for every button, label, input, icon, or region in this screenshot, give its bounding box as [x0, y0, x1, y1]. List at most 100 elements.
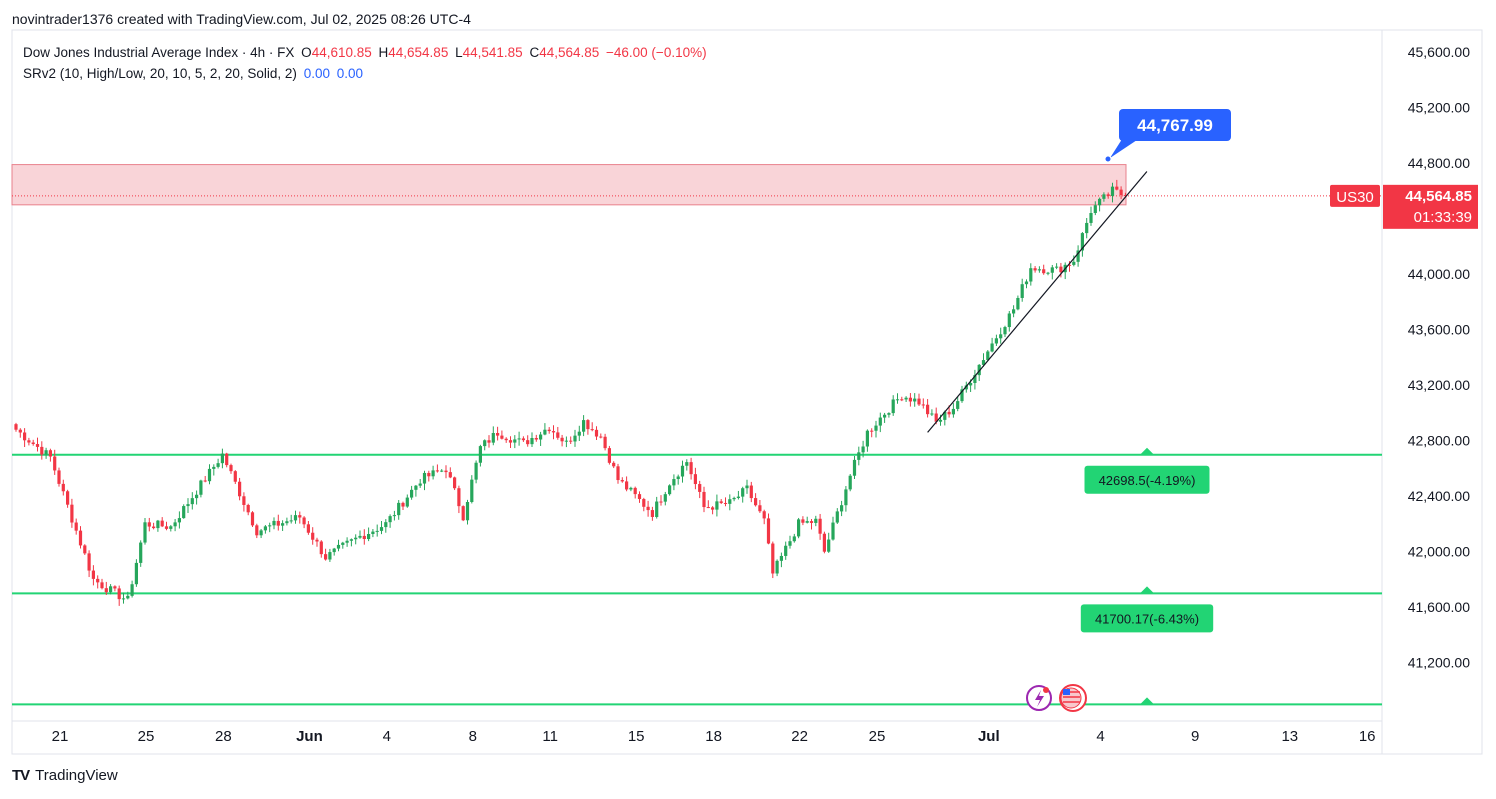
- candle-body: [547, 429, 551, 432]
- candle-body: [642, 499, 646, 507]
- candle-body: [964, 385, 968, 390]
- candle-body: [143, 522, 147, 543]
- tradingview-logo-icon: TV: [12, 767, 30, 784]
- candle-body: [723, 502, 728, 504]
- candle-body: [1012, 309, 1016, 314]
- candle-body: [349, 539, 353, 541]
- candle-body: [388, 516, 392, 523]
- x-tick-label: 8: [469, 728, 477, 745]
- candle-body: [470, 479, 474, 503]
- candle-body: [577, 431, 581, 436]
- callout-pointer: [1110, 136, 1140, 158]
- candle-body: [1016, 297, 1020, 310]
- callout-anchor-dot: [1104, 155, 1112, 163]
- x-tick-label: 13: [1281, 728, 1298, 745]
- x-tick-label: Jun: [296, 728, 323, 745]
- candle-body: [465, 502, 470, 521]
- candle-body: [861, 446, 865, 453]
- candle-body: [203, 480, 207, 482]
- candle-body: [414, 485, 418, 490]
- candle-body: [341, 542, 345, 545]
- candle-body: [195, 494, 199, 499]
- candles: [12, 179, 1382, 606]
- candle-body: [324, 554, 328, 560]
- symbol-title[interactable]: Dow Jones Industrial Average Index · 4h …: [23, 45, 295, 60]
- candle-body: [693, 474, 697, 485]
- x-tick-label: 4: [383, 728, 391, 745]
- candle-body: [1059, 266, 1063, 273]
- candle-body: [358, 535, 362, 538]
- candle-body: [1123, 195, 1127, 197]
- candle-body: [904, 397, 908, 400]
- candle-body: [453, 477, 457, 489]
- x-tick-label: 16: [1359, 728, 1376, 745]
- candle-body: [461, 506, 465, 521]
- callout-box[interactable]: [1119, 109, 1231, 141]
- candle-body: [629, 487, 633, 490]
- candle-body: [685, 462, 689, 466]
- candle-body: [27, 440, 31, 443]
- candle-body: [1020, 284, 1024, 298]
- event-icons[interactable]: [1026, 684, 1087, 712]
- time-axis[interactable]: 21 25 28 Jun 4 8 11 15 18 22 25 Jul 4 9 13 16: [52, 728, 1376, 745]
- candle-body: [225, 453, 229, 466]
- trendline-line[interactable]: [927, 171, 1148, 433]
- trendline[interactable]: [927, 171, 1148, 433]
- candle-body: [586, 420, 590, 430]
- candle-body: [457, 488, 461, 507]
- candle-body: [655, 501, 659, 517]
- candle-body: [216, 463, 220, 467]
- x-tick-label: Jul: [978, 728, 1000, 745]
- price-badge: [1383, 184, 1478, 229]
- candle-body: [487, 440, 491, 443]
- candle-body: [212, 466, 216, 469]
- candle-body: [917, 398, 921, 405]
- candle-body: [668, 485, 672, 495]
- candle-body: [831, 522, 835, 540]
- candle-body: [771, 543, 775, 574]
- candle-body: [870, 430, 874, 432]
- candle-body: [14, 424, 18, 430]
- ticker-badge: [1330, 184, 1380, 207]
- candle-body: [448, 472, 452, 478]
- candle-body: [328, 552, 332, 560]
- candle-body: [956, 401, 960, 409]
- candle-body: [762, 511, 766, 519]
- candle-body: [951, 408, 955, 415]
- candle-body: [91, 570, 95, 579]
- level-arrow-icon: [1140, 447, 1154, 455]
- candle-body: [182, 506, 186, 519]
- candle-body: [1007, 313, 1011, 328]
- level-label-box: [1084, 465, 1210, 494]
- candle-body: [865, 430, 869, 447]
- candle-body: [938, 419, 943, 422]
- candle-body: [345, 540, 349, 543]
- candle-body: [857, 452, 861, 460]
- candle-body: [440, 470, 444, 472]
- candle-body: [779, 555, 783, 561]
- candle-body: [680, 465, 685, 477]
- candle-body: [164, 526, 169, 529]
- resistance-zone-box[interactable]: [11, 164, 1127, 206]
- indicator-value-1: 0.00: [303, 66, 330, 81]
- candle-body: [672, 479, 676, 486]
- candle-body: [745, 485, 749, 489]
- candle-body: [844, 489, 848, 506]
- y-tick-label: 42,800.00: [1408, 433, 1470, 449]
- candle-body: [840, 505, 844, 512]
- candle-body: [994, 338, 998, 344]
- support-levels: 42698.5(-4.19%) 41700.17(-6.43%): [12, 447, 1382, 706]
- candle-body: [496, 432, 500, 436]
- candle-body: [934, 413, 938, 422]
- candle-body: [276, 520, 280, 526]
- candle-body: [367, 534, 371, 539]
- candle-body: [117, 588, 121, 600]
- x-tick-label: 18: [705, 728, 722, 745]
- candle-body: [977, 364, 981, 376]
- candle-body: [207, 468, 212, 482]
- candle-body: [35, 444, 40, 447]
- candle-body: [1029, 268, 1033, 282]
- price-callout[interactable]: 44,767.99: [1104, 109, 1231, 163]
- indicator-title[interactable]: SRv2 (10, High/Low, 20, 10, 5, 2, 20, So…: [23, 66, 297, 81]
